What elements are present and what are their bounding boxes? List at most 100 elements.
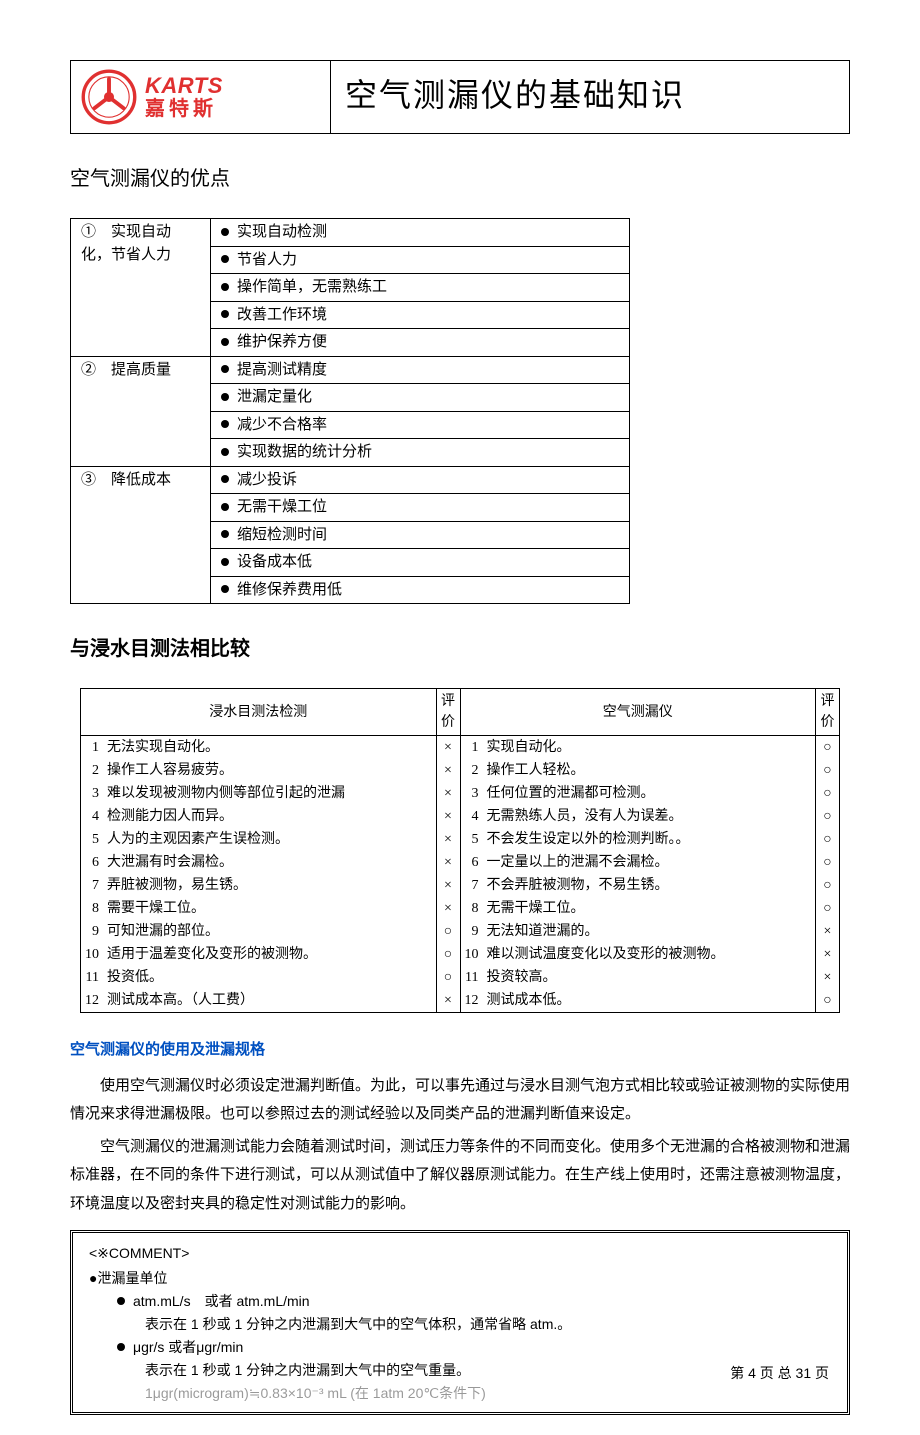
adv-item: 泄漏定量化 [211,384,630,412]
cmp-left-eval: × [436,989,460,1013]
cmp-row: 5人为的主观因素产生误检测。×5不会发生设定以外的检测判断。。○ [81,828,840,851]
cmp-idx: 11 [460,966,483,989]
cmp-row: 6大泄漏有时会漏检。×6一定量以上的泄漏不会漏检。○ [81,851,840,874]
adv-group-label: ② 提高质量 [71,356,211,466]
cmp-left-eval: × [436,828,460,851]
cmp-row: 10适用于温差变化及变形的被测物。○10难以测试温度变化以及变形的被测物。× [81,943,840,966]
comment-u1d: 表示在 1 秒或 1 分钟之内泄漏到大气中的空气体积，通常省略 atm.。 [145,1314,831,1335]
adv-item: 减少投诉 [211,466,630,494]
cmp-row: 1无法实现自动化。×1实现自动化。○ [81,736,840,760]
cmp-row: 9可知泄漏的部位。○9无法知道泄漏的。× [81,920,840,943]
bullet-icon [221,228,229,236]
cmp-right-eval: ○ [816,759,840,782]
cmp-right-text: 一定量以上的泄漏不会漏检。 [483,851,816,874]
cmp-idx: 2 [460,759,483,782]
cmp-right-text: 无需干燥工位。 [483,897,816,920]
cmp-idx: 2 [81,759,104,782]
cmp-left-text: 弄脏被测物，易生锈。 [103,874,436,897]
cmp-head-left: 浸水目测法检测 [81,689,437,736]
cmp-row: 8需要干燥工位。×8无需干燥工位。○ [81,897,840,920]
bullet-icon [221,255,229,263]
cmp-right-text: 难以测试温度变化以及变形的被测物。 [483,943,816,966]
bullet-icon [117,1343,125,1351]
logo-cell: KARTS 嘉特斯 [71,61,331,133]
cmp-head-eval-left: 评价 [436,689,460,736]
cmp-left-eval: ○ [436,920,460,943]
page-number: 第 4 页 总 31 页 [730,1363,829,1384]
cmp-idx: 4 [460,805,483,828]
cmp-right-text: 投资较高。 [483,966,816,989]
cmp-idx: 10 [460,943,483,966]
cmp-left-text: 检测能力因人而异。 [103,805,436,828]
cmp-idx: 6 [81,851,104,874]
adv-item: 提高测试精度 [211,356,630,384]
cmp-idx: 9 [460,920,483,943]
cmp-left-text: 无法实现自动化。 [103,736,436,760]
cmp-idx: 6 [460,851,483,874]
bullet-icon [221,530,229,538]
cmp-right-text: 无法知道泄漏的。 [483,920,816,943]
cmp-left-eval: × [436,874,460,897]
cmp-left-eval: × [436,851,460,874]
section3-title: 空气测漏仪的使用及泄漏规格 [70,1039,850,1062]
cmp-row: 11投资低。○11投资较高。× [81,966,840,989]
section2-title: 与浸水目测法相比较 [70,634,850,664]
doc-title: 空气测漏仪的基础知识 [331,61,849,133]
cmp-idx: 12 [81,989,104,1013]
cmp-row: 3难以发现被测物内侧等部位引起的泄漏×3任何位置的泄漏都可检测。○ [81,782,840,805]
cmp-idx: 12 [460,989,483,1013]
adv-item: 节省人力 [211,246,630,274]
cmp-idx: 5 [81,828,104,851]
bullet-icon [221,448,229,456]
cmp-head-eval-right: 评价 [816,689,840,736]
section1-title: 空气测漏仪的优点 [70,164,850,194]
adv-group-label: ③ 降低成本 [71,466,211,604]
cmp-idx: 10 [81,943,104,966]
cmp-right-eval: ○ [816,851,840,874]
comparison-table: 浸水目测法检测 评价 空气测漏仪 评价 1无法实现自动化。×1实现自动化。○2操… [80,688,840,1013]
section3-p1: 使用空气测漏仪时必须设定泄漏判断值。为此，可以事先通过与浸水目测气泡方式相比较或… [70,1072,850,1129]
cmp-row: 4检测能力因人而异。×4无需熟练人员，没有人为误差。○ [81,805,840,828]
cmp-left-text: 投资低。 [103,966,436,989]
comment-u2d: 表示在 1 秒或 1 分钟之内泄漏到大气中的空气重量。 [145,1360,831,1381]
cmp-right-text: 不会弄脏被测物，不易生锈。 [483,874,816,897]
cmp-right-eval: ○ [816,897,840,920]
cmp-head-right: 空气测漏仪 [460,689,816,736]
comment-b0: ●泄漏量单位 [89,1268,831,1289]
cmp-left-text: 可知泄漏的部位。 [103,920,436,943]
bullet-icon [221,338,229,346]
adv-item: 无需干燥工位 [211,494,630,522]
adv-group-label: ① 实现自动化，节省人力 [71,219,211,357]
cmp-right-text: 任何位置的泄漏都可检测。 [483,782,816,805]
bullet-icon [221,365,229,373]
cmp-left-text: 操作工人容易疲劳。 [103,759,436,782]
cmp-right-eval: × [816,966,840,989]
bullet-icon [221,585,229,593]
cmp-left-eval: ○ [436,966,460,989]
cmp-right-eval: ○ [816,805,840,828]
comment-u1-text: atm.mL/s 或者 atm.mL/min [133,1293,310,1309]
bullet-icon [221,283,229,291]
cmp-left-text: 人为的主观因素产生误检测。 [103,828,436,851]
cmp-right-eval: × [816,943,840,966]
cmp-idx: 5 [460,828,483,851]
cmp-right-text: 测试成本低。 [483,989,816,1013]
bullet-icon [117,1297,125,1305]
cmp-idx: 3 [460,782,483,805]
cmp-idx: 9 [81,920,104,943]
cmp-left-text: 难以发现被测物内侧等部位引起的泄漏 [103,782,436,805]
cmp-left-text: 需要干燥工位。 [103,897,436,920]
cmp-right-eval: ○ [816,874,840,897]
cmp-right-eval: × [816,920,840,943]
comment-u2: μgr/s 或者μgr/min [117,1337,831,1358]
cmp-idx: 4 [81,805,104,828]
cmp-left-eval: × [436,782,460,805]
cmp-idx: 11 [81,966,104,989]
logo-text: KARTS 嘉特斯 [145,74,223,120]
cmp-right-eval: ○ [816,782,840,805]
adv-item: 维护保养方便 [211,329,630,357]
cmp-left-text: 适用于温差变化及变形的被测物。 [103,943,436,966]
adv-item: 减少不合格率 [211,411,630,439]
adv-item: 实现数据的统计分析 [211,439,630,467]
cmp-row: 12测试成本高。（人工费）×12测试成本低。○ [81,989,840,1013]
